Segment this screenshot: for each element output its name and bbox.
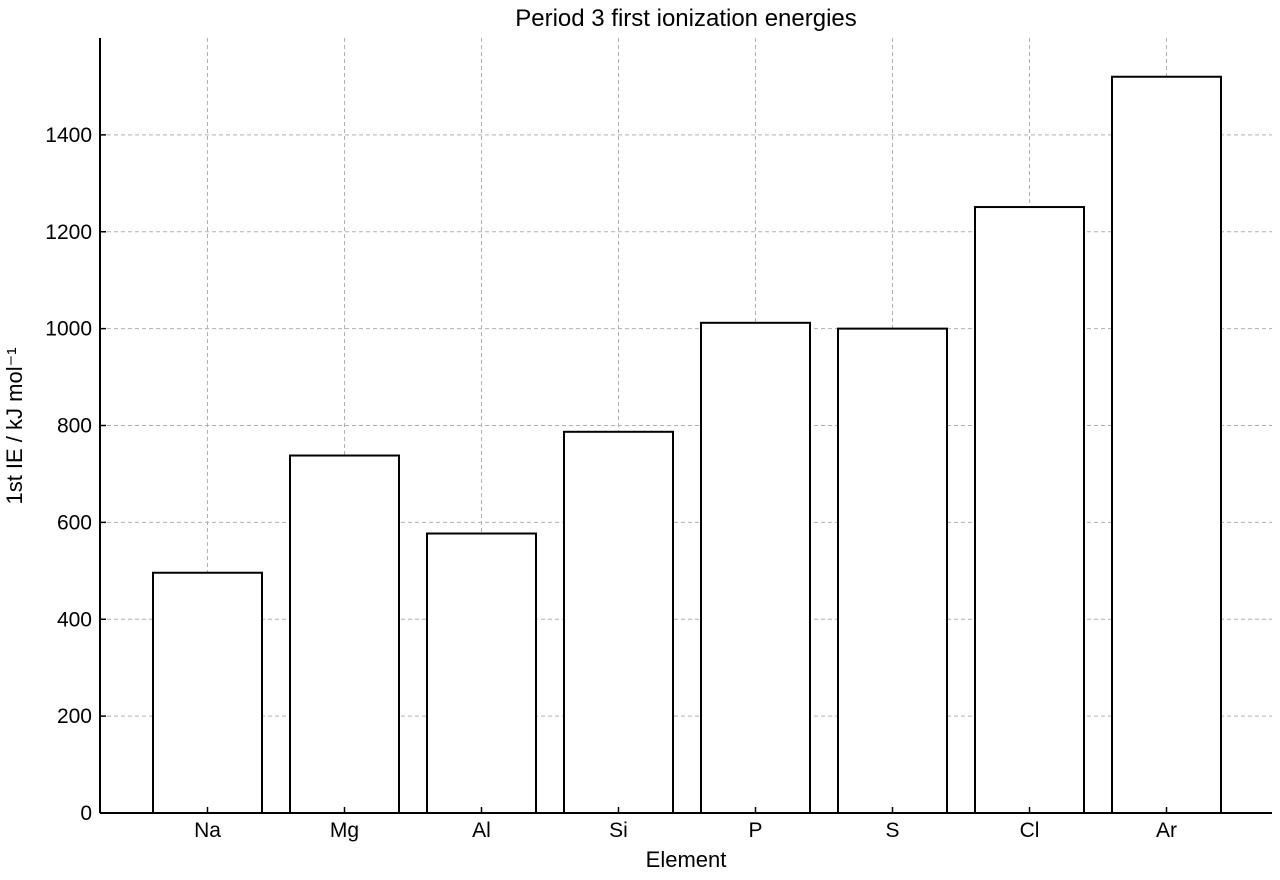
x-tick-label: Al bbox=[472, 819, 491, 842]
y-tick-label: 1200 bbox=[45, 221, 92, 244]
y-tick-label: 1000 bbox=[45, 318, 92, 341]
y-axis-title: 1st IE / kJ mol⁻¹ bbox=[2, 347, 27, 504]
bars bbox=[152, 75, 1222, 814]
x-tick-label: Mg bbox=[330, 819, 359, 842]
x-tick-label: P bbox=[748, 819, 762, 842]
bar-ar bbox=[1111, 75, 1222, 814]
y-tick-label: 800 bbox=[57, 415, 92, 438]
chart-title: Period 3 first ionization energies bbox=[515, 5, 857, 32]
bar-si bbox=[563, 430, 674, 814]
bar-al bbox=[426, 532, 537, 814]
y-tick-label: 0 bbox=[80, 802, 92, 825]
y-ticks: 0 200 400 600 800 1000 1200 1400 bbox=[45, 124, 106, 825]
y-tick-label: 400 bbox=[57, 608, 92, 631]
x-tick-label: Na bbox=[194, 819, 221, 842]
bar-mg bbox=[289, 454, 400, 814]
x-tick-label: Cl bbox=[1020, 819, 1040, 842]
x-ticks: Na Mg Al Si P S Cl Ar bbox=[194, 807, 1177, 842]
bar-s bbox=[837, 327, 948, 814]
x-axis-title: Element bbox=[646, 847, 727, 872]
y-tick-label: 200 bbox=[57, 705, 92, 728]
x-tick-label: S bbox=[885, 819, 899, 842]
bar-p bbox=[700, 321, 811, 814]
bar-na bbox=[152, 571, 263, 814]
bar-cl bbox=[974, 206, 1085, 814]
x-tick-label: Ar bbox=[1156, 819, 1177, 842]
y-tick-label: 600 bbox=[57, 511, 92, 534]
y-tick-label: 1400 bbox=[45, 124, 92, 147]
x-tick-label: Si bbox=[609, 819, 628, 842]
grid-lines bbox=[100, 38, 1272, 813]
